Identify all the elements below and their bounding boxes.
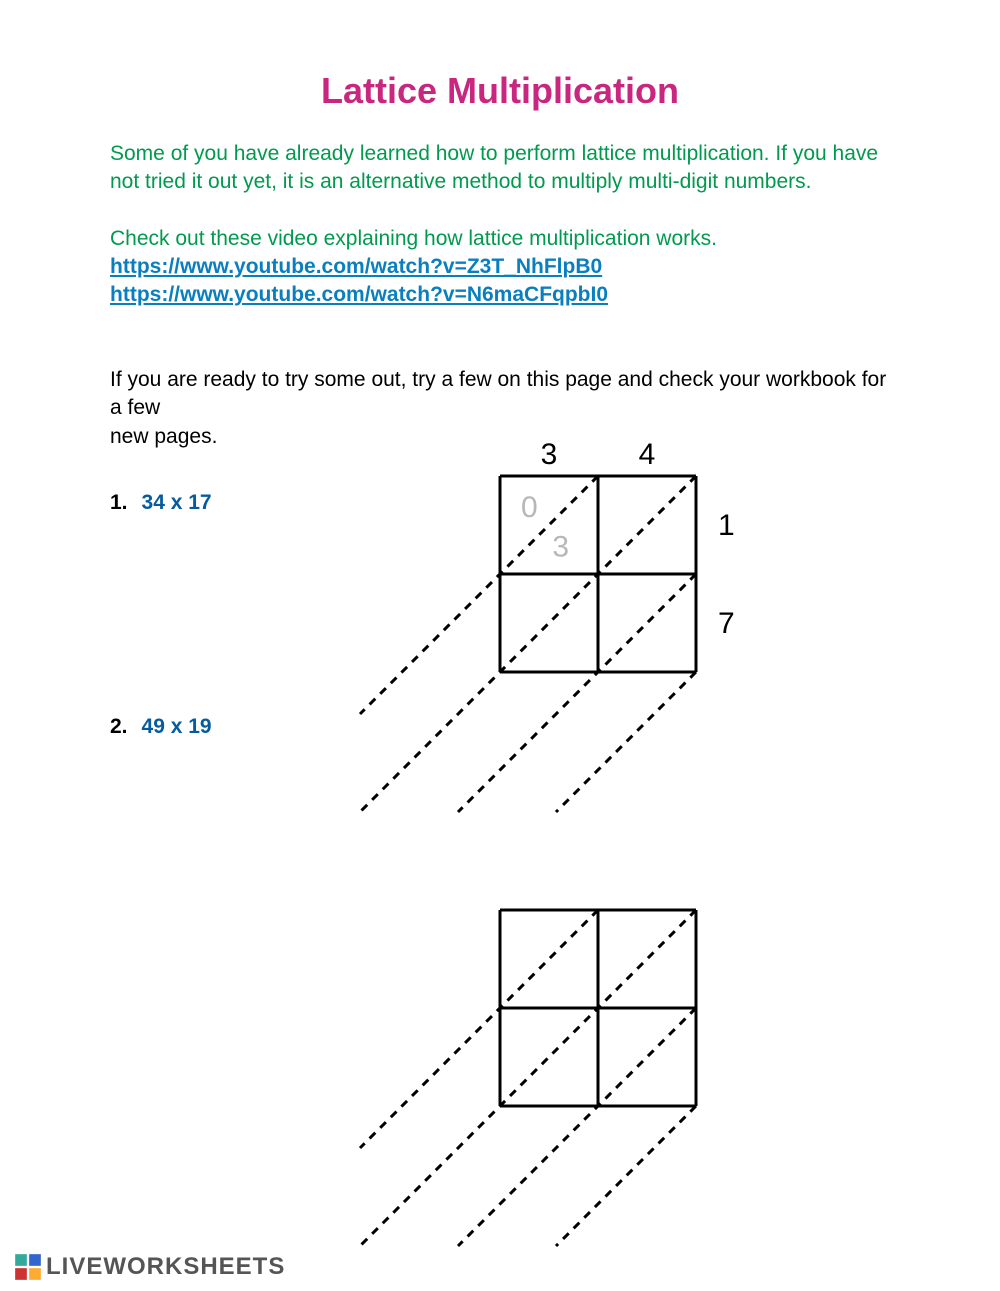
problem-2-expression: 49 x 19 — [142, 715, 212, 739]
problem-2-number: 2. — [110, 715, 128, 739]
svg-text:3: 3 — [552, 530, 569, 563]
title-text: Lattice Multiplication — [321, 70, 679, 111]
watermark-icon — [14, 1253, 42, 1281]
video-link-2[interactable]: https://www.youtube.com/watch?v=N6maCFqp… — [110, 283, 608, 306]
video-lead: Check out these video explaining how lat… — [110, 225, 890, 253]
problem-1-expression: 34 x 17 — [142, 491, 212, 515]
video-link-1[interactable]: https://www.youtube.com/watch?v=Z3T_NhFl… — [110, 255, 602, 278]
intro-text: Some of you have already learned how to … — [110, 142, 878, 193]
svg-text:0: 0 — [521, 491, 538, 524]
watermark: LIVEWORKSHEETS — [14, 1253, 285, 1281]
problem-1-number: 1. — [110, 491, 128, 515]
svg-text:7: 7 — [718, 607, 735, 640]
watermark-text: LIVEWORKSHEETS — [46, 1253, 285, 1281]
svg-text:3: 3 — [541, 438, 558, 471]
svg-text:4: 4 — [639, 438, 656, 471]
page-title: Lattice Multiplication — [110, 70, 890, 112]
intro-paragraph: Some of you have already learned how to … — [110, 140, 890, 197]
video-section: Check out these video explaining how lat… — [110, 225, 890, 310]
lattice-grid-2 — [350, 900, 718, 1261]
svg-text:1: 1 — [718, 509, 735, 542]
lattice-grid-1: 3 4 1 7 03 — [350, 432, 740, 827]
